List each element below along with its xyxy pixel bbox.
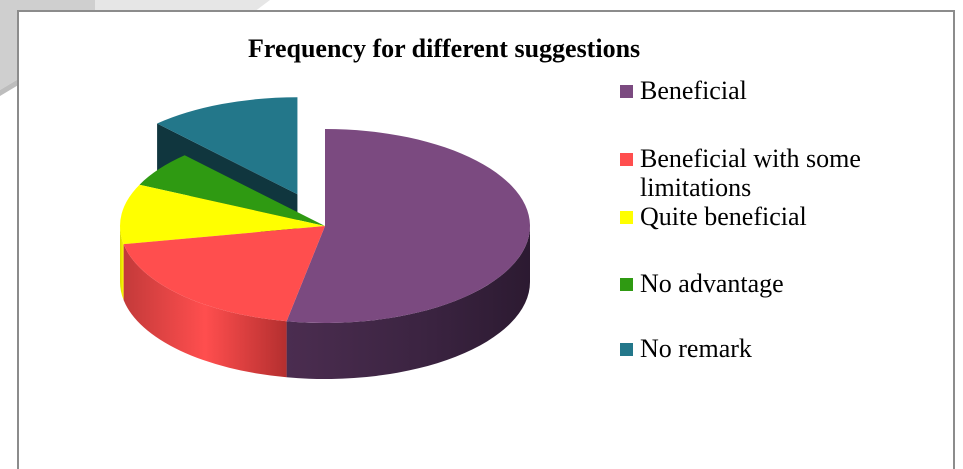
chart-title: Frequency for different suggestions	[248, 34, 641, 63]
pie-slice-no-advantage	[139, 155, 325, 226]
legend-swatch-no-remark	[620, 343, 633, 356]
legend-label: Beneficial	[640, 76, 747, 105]
pie-slice-quite-beneficial	[119, 184, 325, 301]
legend-label: Quite beneficial	[640, 202, 807, 231]
pie-slice-beneficial	[286, 129, 530, 379]
pie-slice-beneficial-with-some-limitations	[123, 226, 326, 378]
legend-label: No advantage	[640, 269, 784, 298]
legend-label: No remark	[640, 334, 752, 363]
legend-swatch-quite-beneficial	[620, 211, 633, 224]
legend-swatch-no-advantage	[620, 278, 633, 291]
legend-swatch-beneficial-with-some-limitations	[620, 153, 633, 166]
legend-swatch-beneficial	[620, 85, 633, 98]
legend-label: Beneficial with some limitations	[640, 144, 861, 202]
